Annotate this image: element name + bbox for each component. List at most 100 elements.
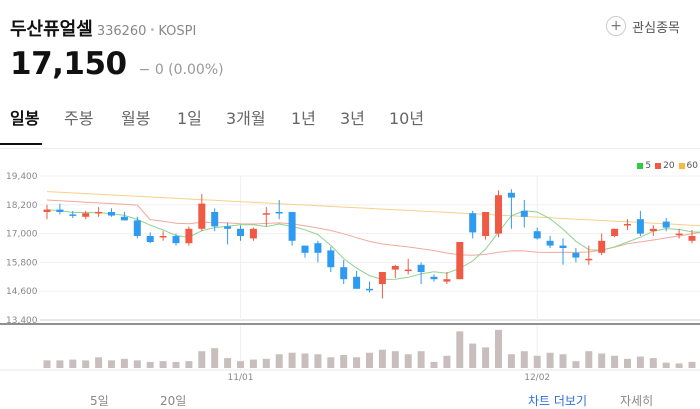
favorite-button[interactable]: + 관심종목 <box>606 16 680 36</box>
volume-bar <box>572 361 580 368</box>
volume-bar <box>327 357 335 368</box>
candle-body[interactable] <box>662 221 670 228</box>
volume-bar <box>507 354 515 368</box>
candle-body[interactable] <box>533 231 541 239</box>
plus-icon: + <box>606 16 627 36</box>
candle-body[interactable] <box>159 236 167 238</box>
candle-body[interactable] <box>430 276 438 280</box>
tab-3-years[interactable]: 3년 <box>340 109 365 128</box>
legend-ma20: 20 <box>663 161 675 171</box>
candle-body[interactable] <box>404 269 412 272</box>
candle-body[interactable] <box>288 212 296 241</box>
candle-body[interactable] <box>559 245 567 248</box>
candle-body[interactable] <box>56 209 64 212</box>
candle-body[interactable] <box>340 267 348 280</box>
candle-body[interactable] <box>82 213 90 217</box>
tab-10-years[interactable]: 10년 <box>389 109 425 128</box>
volume-bar <box>120 358 128 368</box>
volume-bar <box>133 360 141 368</box>
volume-bar <box>391 351 399 368</box>
candle-body[interactable] <box>495 195 502 234</box>
volume-bar <box>314 354 322 368</box>
candle-body[interactable] <box>172 236 180 244</box>
legend-ma60: 60 <box>686 161 698 171</box>
candle-body[interactable] <box>636 219 644 234</box>
volume-bar <box>378 349 386 368</box>
title-row: 두산퓨얼셀 336260 • KOSPI <box>10 15 196 41</box>
candle-body[interactable] <box>353 276 361 289</box>
volume-bar <box>262 358 270 368</box>
candle-body[interactable] <box>507 192 515 198</box>
candle-body[interactable] <box>366 288 373 291</box>
candlestick-chart[interactable]: 19,400 18,200 17,000 15,800 14,600 13,400 11/0… <box>0 150 700 390</box>
volume-bar <box>172 361 180 368</box>
candle-body[interactable] <box>95 212 103 214</box>
candle-body[interactable] <box>598 240 606 253</box>
volume-bar <box>82 360 90 368</box>
candle-body[interactable] <box>624 224 631 226</box>
tab-1-year[interactable]: 1년 <box>291 109 316 128</box>
volume-bar <box>224 358 232 368</box>
candle-body[interactable] <box>469 213 477 233</box>
candle-body[interactable] <box>417 264 425 272</box>
volume-bar <box>43 360 51 368</box>
candle-body[interactable] <box>482 212 490 236</box>
candle-body[interactable] <box>198 203 206 229</box>
candle-body[interactable] <box>237 228 244 236</box>
candle-body[interactable] <box>275 212 283 214</box>
candle-body[interactable] <box>108 212 115 216</box>
candle-body[interactable] <box>443 279 451 282</box>
candle-body[interactable] <box>327 250 335 268</box>
volume-bar <box>198 351 206 368</box>
footer-20day[interactable]: 20일 <box>160 394 187 408</box>
stock-name: 두산퓨얼셀 <box>10 19 93 40</box>
volume-bar <box>636 356 644 368</box>
favorite-label: 관심종목 <box>632 20 680 36</box>
detail-link[interactable]: 자세히 <box>620 394 654 408</box>
candle-body[interactable] <box>146 236 154 242</box>
tab-daily[interactable]: 일봉 <box>10 109 40 128</box>
candle-body[interactable] <box>43 209 51 212</box>
candle-body[interactable] <box>301 245 309 253</box>
candle-body[interactable] <box>688 236 696 241</box>
volume-bar <box>662 362 670 368</box>
footer-5day[interactable]: 5일 <box>90 394 109 408</box>
candle-body[interactable] <box>585 258 593 261</box>
candle-body[interactable] <box>314 243 322 253</box>
candle-body[interactable] <box>378 272 386 284</box>
candle-body[interactable] <box>391 266 399 270</box>
candle-body[interactable] <box>675 233 683 236</box>
volume-bar <box>69 359 77 368</box>
tab-3-months[interactable]: 3개월 <box>226 109 266 128</box>
tab-weekly[interactable]: 주봉 <box>64 109 94 128</box>
tab-monthly[interactable]: 월봉 <box>121 109 151 128</box>
volume-bar <box>275 354 283 368</box>
candle-body[interactable] <box>456 242 464 280</box>
candle-body[interactable] <box>133 220 141 236</box>
candle-body[interactable] <box>611 228 619 236</box>
more-chart-link[interactable]: 차트 더보기 <box>528 394 588 408</box>
flat-icon: − <box>138 62 151 78</box>
candle-body[interactable] <box>649 228 657 232</box>
volume-bar <box>417 351 425 368</box>
candle-body[interactable] <box>520 210 528 217</box>
volume-bar <box>624 358 631 368</box>
candle-body[interactable] <box>120 216 128 221</box>
candle-body[interactable] <box>546 240 554 246</box>
volume-bar <box>95 357 103 368</box>
legend-ma5: 5 <box>645 161 652 171</box>
volume-bar <box>146 361 154 368</box>
candle-body[interactable] <box>262 213 270 215</box>
candle-body[interactable] <box>211 212 219 227</box>
candle-body[interactable] <box>249 228 257 239</box>
tabs-divider <box>0 148 700 149</box>
volume-bar <box>482 347 490 368</box>
volume-bar <box>443 355 451 368</box>
candle-body[interactable] <box>572 252 580 258</box>
period-tabs: 일봉 주봉 월봉 1일 3개월 1년 3년 10년 <box>0 101 700 145</box>
tab-1-day[interactable]: 1일 <box>177 109 202 128</box>
candle-body[interactable] <box>69 214 77 216</box>
candle-body[interactable] <box>224 226 232 229</box>
candle-body[interactable] <box>185 228 193 244</box>
volume-bar <box>675 363 683 368</box>
